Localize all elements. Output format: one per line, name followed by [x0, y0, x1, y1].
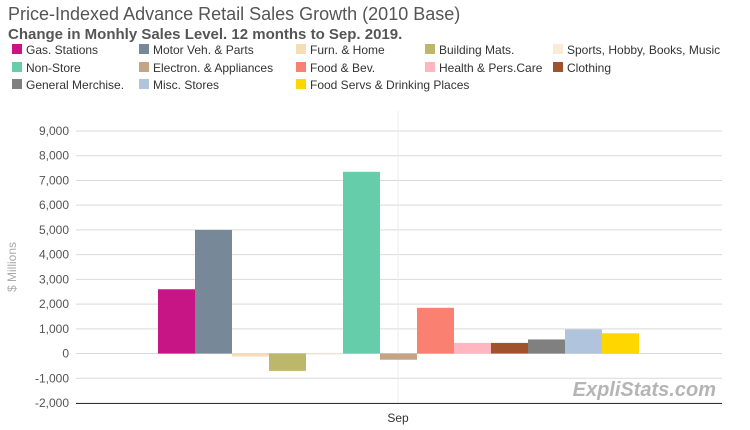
- bar: [491, 342, 528, 354]
- legend-label: Health & Pers.Care: [439, 61, 543, 75]
- y-tick-label: 9,000: [39, 124, 69, 138]
- y-tick-label: 0: [62, 347, 69, 361]
- bar: [343, 171, 380, 354]
- y-tick-label: 1,000: [39, 322, 69, 336]
- legend-swatch: [296, 79, 306, 89]
- bar: [454, 342, 491, 354]
- legend-label: Food Servs & Drinking Places: [310, 78, 469, 92]
- bar: [565, 329, 602, 354]
- bar: [306, 353, 343, 355]
- legend-item: Motor Veh. & Parts: [139, 43, 254, 57]
- y-tick-label: 4,000: [39, 248, 69, 262]
- legend-label: Food & Bev.: [310, 61, 375, 75]
- legend-label: Misc. Stores: [153, 78, 219, 92]
- y-axis-ticks: -2,000 -1,000 0 1,000 2,000 3,000 4,000 5,000 6,…: [35, 124, 69, 410]
- legend-swatch: [425, 44, 435, 54]
- bar: [528, 339, 565, 354]
- legend-item: General Merchise.: [12, 78, 124, 92]
- legend-label: Motor Veh. & Parts: [153, 43, 254, 57]
- legend-item: Misc. Stores: [139, 78, 219, 92]
- legend-swatch: [296, 44, 306, 54]
- legend-item: Furn. & Home: [296, 43, 385, 57]
- y-tick-label: -1,000: [35, 371, 69, 385]
- x-tick-label: Sep: [387, 411, 409, 425]
- legend-swatch: [139, 44, 149, 54]
- legend-label: General Merchise.: [26, 78, 124, 92]
- bars: [158, 171, 639, 371]
- y-tick-label: 6,000: [39, 198, 69, 212]
- y-tick-label: 2,000: [39, 297, 69, 311]
- bar: [195, 229, 232, 354]
- legend-swatch: [553, 62, 563, 72]
- y-tick-label: 7,000: [39, 173, 69, 187]
- legend-label: Clothing: [567, 61, 611, 75]
- y-tick-label: 3,000: [39, 272, 69, 286]
- legend: Gas. Stations Motor Veh. & Parts Furn. & H…: [12, 43, 720, 92]
- legend-swatch: [12, 44, 22, 54]
- bar: [232, 353, 269, 357]
- legend-item: Building Mats.: [425, 43, 514, 57]
- legend-item: Clothing: [553, 61, 611, 75]
- chart-subtitle: Change in Monhly Sales Level. 12 months …: [8, 26, 403, 43]
- bar: [380, 353, 417, 360]
- legend-swatch: [12, 79, 22, 89]
- bar: [158, 289, 195, 354]
- legend-item: Non-Store: [12, 61, 81, 75]
- legend-item: Food Servs & Drinking Places: [296, 78, 469, 92]
- y-tick-label: -2,000: [35, 396, 69, 410]
- legend-item: Electron. & Appliances: [139, 61, 273, 75]
- legend-item: Sports, Hobby, Books, Music: [553, 43, 720, 57]
- legend-label: Building Mats.: [439, 43, 514, 57]
- legend-label: Electron. & Appliances: [153, 61, 273, 75]
- legend-swatch: [12, 62, 22, 72]
- legend-item: Health & Pers.Care: [425, 61, 543, 75]
- x-axis-labels: Sep: [387, 411, 409, 425]
- legend-swatch: [139, 62, 149, 72]
- legend-label: Non-Store: [26, 61, 81, 75]
- legend-label: Furn. & Home: [310, 43, 385, 57]
- legend-label: Gas. Stations: [26, 43, 98, 57]
- legend-swatch: [553, 44, 563, 54]
- chart-title: Price-Indexed Advance Retail Sales Growt…: [8, 4, 461, 24]
- bar: [417, 307, 454, 354]
- legend-swatch: [296, 62, 306, 72]
- legend-swatch: [425, 62, 435, 72]
- legend-item: Gas. Stations: [12, 43, 98, 57]
- y-tick-label: 8,000: [39, 149, 69, 163]
- y-axis-label: $ Millions: [5, 242, 19, 292]
- legend-swatch: [139, 79, 149, 89]
- bar: [602, 333, 639, 354]
- watermark: ExpliStats.com: [573, 379, 716, 401]
- legend-label: Sports, Hobby, Books, Music: [567, 43, 720, 57]
- legend-item: Food & Bev.: [296, 61, 375, 75]
- bar: [269, 353, 306, 371]
- y-tick-label: 5,000: [39, 223, 69, 237]
